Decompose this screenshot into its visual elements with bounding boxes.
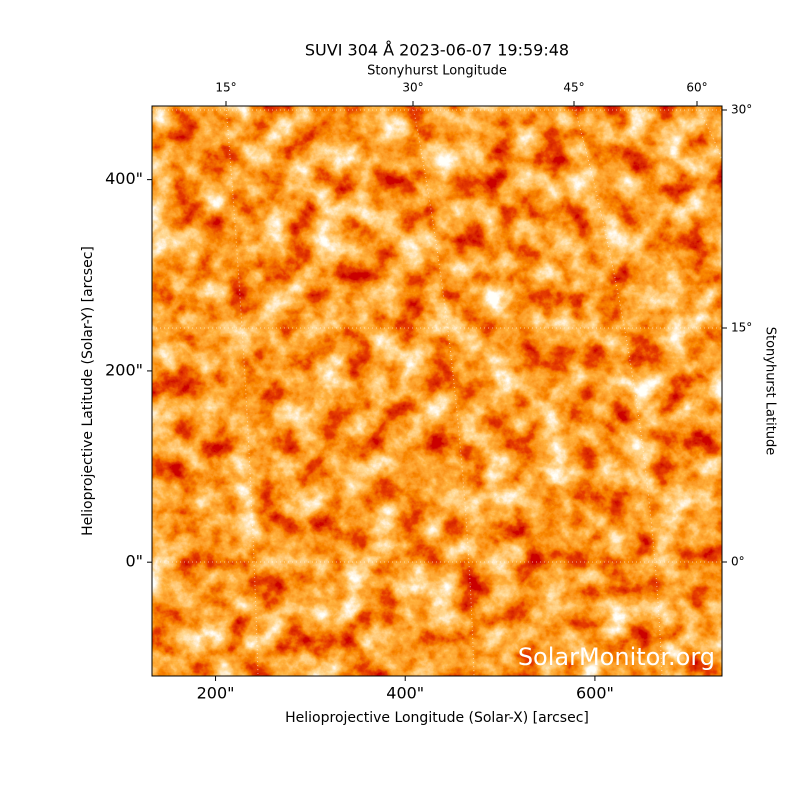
top-tick-label: 45° [563,81,584,95]
y-tick-label: 400" [105,169,143,188]
top-tick-label: 15° [215,81,236,95]
meridian [412,105,475,677]
x-tick-label: 200" [197,684,235,703]
watermark: SolarMonitor.org [518,643,715,671]
top-tick-label: 30° [402,81,423,95]
top-axis-label: Stonyhurst Longitude [367,64,507,79]
x-axis-label: Helioprojective Longitude (Solar-X) [arc… [285,710,589,726]
coordinate-grid [152,105,723,677]
right-tick-label: 0° [731,555,745,569]
right-axis-label: Stonyhurst Latitude [763,327,778,456]
top-tick-label: 60° [686,81,707,95]
x-tick-label: 400" [386,684,424,703]
x-tick-label: 600" [576,684,614,703]
solar-texture [152,106,722,676]
y-axis-label: Helioprojective Latitude (Solar-Y) [arcs… [80,246,96,536]
plot-frame [151,105,723,677]
y-tick-label: 0" [125,552,143,571]
right-tick-label: 30° [731,103,752,117]
right-tick-label: 15° [731,321,752,335]
chart-title: SUVI 304 Å 2023-06-07 19:59:48 [305,41,569,60]
y-tick-label: 200" [105,360,143,379]
